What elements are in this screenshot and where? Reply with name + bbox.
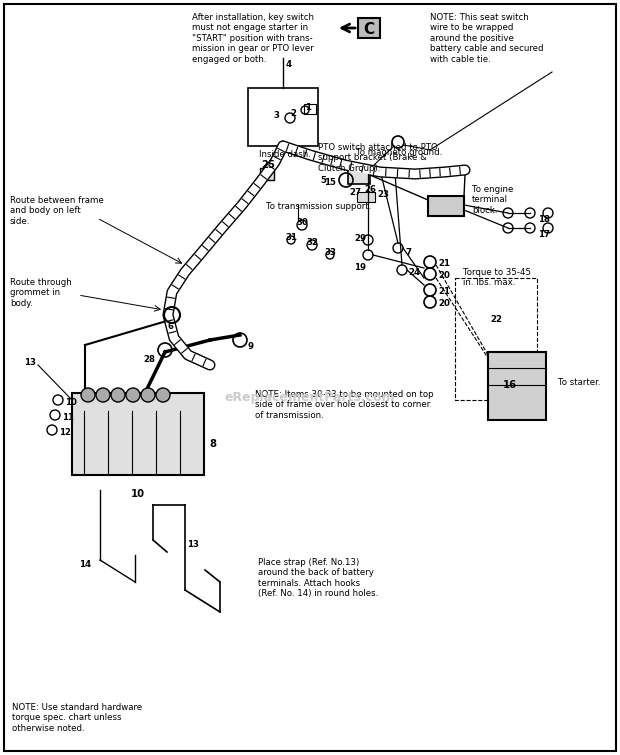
Text: 33: 33 xyxy=(324,248,336,257)
Text: 11: 11 xyxy=(62,413,74,422)
Text: 20: 20 xyxy=(438,299,450,308)
Text: 26: 26 xyxy=(364,185,376,194)
Text: 23: 23 xyxy=(377,190,389,199)
Bar xyxy=(488,352,546,420)
Text: 4: 4 xyxy=(286,60,292,69)
Text: Inside dash.: Inside dash. xyxy=(259,150,311,159)
Text: Route through
grommet in
body.: Route through grommet in body. xyxy=(10,278,72,308)
Text: 8: 8 xyxy=(209,439,216,449)
Text: 32: 32 xyxy=(306,238,318,247)
Bar xyxy=(248,88,318,146)
Text: 3: 3 xyxy=(273,112,279,121)
Text: 17: 17 xyxy=(538,230,550,239)
Text: 1: 1 xyxy=(305,103,311,112)
Text: 13: 13 xyxy=(24,358,36,367)
Text: 12: 12 xyxy=(59,428,71,437)
Circle shape xyxy=(96,388,110,402)
Text: 30: 30 xyxy=(296,218,308,227)
Text: To starter.: To starter. xyxy=(558,378,601,387)
Text: 27: 27 xyxy=(349,188,361,197)
Text: 22: 22 xyxy=(490,315,502,324)
Circle shape xyxy=(141,388,155,402)
Text: 20: 20 xyxy=(438,271,450,280)
Text: 21: 21 xyxy=(438,259,450,268)
Text: Route between frame
and body on left
side.: Route between frame and body on left sid… xyxy=(10,196,104,226)
Text: 5: 5 xyxy=(320,176,326,185)
Circle shape xyxy=(126,388,140,402)
Text: 31: 31 xyxy=(285,233,297,242)
Bar xyxy=(72,393,204,475)
Text: eReplacementParts.com: eReplacementParts.com xyxy=(224,392,396,405)
Bar xyxy=(260,168,274,180)
Text: 18: 18 xyxy=(538,215,550,224)
Text: After installation, key switch
must not engage starter in
"START" position with : After installation, key switch must not … xyxy=(192,13,314,63)
Text: 7: 7 xyxy=(405,248,411,257)
Text: 19: 19 xyxy=(354,263,366,272)
Circle shape xyxy=(156,388,170,402)
Text: Torque to 35-45
in. lbs. max.: Torque to 35-45 in. lbs. max. xyxy=(463,268,531,288)
Circle shape xyxy=(81,388,95,402)
Text: 2: 2 xyxy=(290,109,296,118)
Text: 16: 16 xyxy=(503,380,517,390)
Text: 21: 21 xyxy=(438,287,450,296)
Text: To magneto ground.: To magneto ground. xyxy=(356,148,442,157)
Text: NOTE: This seat switch
wire to be wrapped
around the positive
battery cable and : NOTE: This seat switch wire to be wrappe… xyxy=(430,13,544,63)
Text: To transmission support.: To transmission support. xyxy=(266,202,371,211)
Bar xyxy=(358,18,380,38)
Text: 29: 29 xyxy=(354,234,366,243)
Text: 10: 10 xyxy=(65,398,77,407)
Text: To engine
terminal
block.: To engine terminal block. xyxy=(472,185,513,215)
Text: 14: 14 xyxy=(79,560,91,569)
Bar xyxy=(348,168,370,184)
Text: NOTE: Items 30-33 to be mounted on top
side of frame over hole closest to corner: NOTE: Items 30-33 to be mounted on top s… xyxy=(255,390,433,420)
Text: 9: 9 xyxy=(248,342,254,351)
Text: PTO switch attached to PTO
support bracket (Brake &
Clutch Group).: PTO switch attached to PTO support brack… xyxy=(318,143,438,173)
Circle shape xyxy=(111,388,125,402)
Text: NOTE: Use standard hardware
torque spec. chart unless
otherwise noted.: NOTE: Use standard hardware torque spec.… xyxy=(12,703,142,733)
Bar xyxy=(357,192,375,202)
Bar xyxy=(455,278,537,400)
Text: 28: 28 xyxy=(143,355,155,364)
Bar xyxy=(304,104,316,114)
Text: 6: 6 xyxy=(168,322,174,331)
Text: 15: 15 xyxy=(324,178,336,187)
Bar xyxy=(428,196,464,216)
Text: 24: 24 xyxy=(408,268,420,277)
Text: Place strap (Ref. No.13)
around the back of battery
terminals. Attach hooks
(Ref: Place strap (Ref. No.13) around the back… xyxy=(258,558,378,598)
Text: 10: 10 xyxy=(131,489,145,499)
Text: C: C xyxy=(363,21,374,36)
Text: 13: 13 xyxy=(187,540,199,549)
Text: 25: 25 xyxy=(261,160,275,170)
